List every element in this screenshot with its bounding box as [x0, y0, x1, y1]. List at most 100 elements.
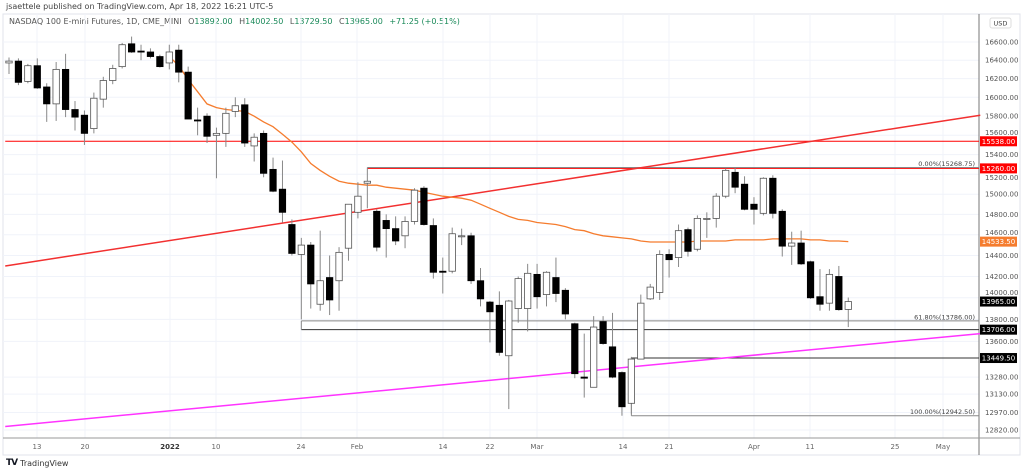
candle[interactable]: [674, 224, 683, 268]
candle[interactable]: [212, 127, 221, 179]
candle[interactable]: [844, 297, 852, 328]
y-tick-label: 13130.00: [985, 391, 1018, 399]
candle[interactable]: [505, 299, 513, 410]
candle[interactable]: [665, 249, 673, 278]
candle[interactable]: [410, 188, 419, 225]
candle[interactable]: [175, 44, 183, 83]
candle[interactable]: [693, 215, 701, 252]
candle[interactable]: [297, 237, 305, 320]
candle-body: [646, 286, 654, 300]
candle[interactable]: [806, 260, 815, 299]
candle[interactable]: [307, 241, 315, 309]
candle[interactable]: [778, 209, 786, 257]
candle[interactable]: [580, 333, 588, 398]
candle[interactable]: [429, 218, 437, 279]
candle[interactable]: [184, 66, 192, 120]
candle[interactable]: [542, 271, 551, 307]
candle[interactable]: [627, 356, 635, 414]
candle[interactable]: [476, 268, 485, 307]
candle[interactable]: [24, 63, 32, 84]
currency-badge[interactable]: [989, 17, 1012, 29]
candle[interactable]: [740, 176, 749, 211]
candle[interactable]: [722, 168, 730, 199]
candle[interactable]: [354, 182, 362, 219]
candle[interactable]: [14, 58, 23, 86]
trendline[interactable]: [5, 332, 981, 428]
candle[interactable]: [260, 130, 268, 178]
candle[interactable]: [156, 54, 164, 68]
candle[interactable]: [590, 316, 598, 388]
candle[interactable]: [392, 216, 400, 246]
candle-body: [825, 273, 834, 304]
candle[interactable]: [231, 97, 239, 118]
candle[interactable]: [458, 228, 466, 246]
candle[interactable]: [335, 247, 343, 311]
candle[interactable]: [33, 58, 41, 89]
candle[interactable]: [552, 257, 560, 303]
candle[interactable]: [684, 227, 692, 257]
candle[interactable]: [618, 371, 626, 416]
candle[interactable]: [656, 250, 664, 300]
candle[interactable]: [703, 212, 711, 238]
candle[interactable]: [524, 263, 532, 332]
candle[interactable]: [203, 113, 211, 144]
candle[interactable]: [467, 232, 475, 284]
candle[interactable]: [269, 157, 277, 193]
candle[interactable]: [561, 288, 569, 320]
candle[interactable]: [288, 219, 296, 256]
candle[interactable]: [80, 110, 89, 145]
candle[interactable]: [52, 62, 60, 121]
candle[interactable]: [637, 294, 645, 360]
candle[interactable]: [250, 133, 258, 162]
candle[interactable]: [401, 216, 409, 249]
candle[interactable]: [571, 322, 579, 379]
candle[interactable]: [382, 214, 390, 258]
candle[interactable]: [420, 186, 428, 226]
candle[interactable]: [712, 193, 720, 228]
candle[interactable]: [769, 175, 777, 219]
candle[interactable]: [835, 265, 843, 311]
candle[interactable]: [137, 44, 145, 61]
candle[interactable]: [43, 83, 51, 122]
candle[interactable]: [193, 107, 202, 136]
candle[interactable]: [731, 167, 739, 194]
candle-body: [797, 242, 805, 265]
candle[interactable]: [646, 283, 654, 300]
candle[interactable]: [61, 53, 70, 118]
candle[interactable]: [146, 48, 155, 59]
candle[interactable]: [788, 231, 796, 265]
candle[interactable]: [373, 209, 381, 252]
candle[interactable]: [599, 316, 607, 345]
candle[interactable]: [750, 197, 758, 225]
symbol-name[interactable]: NASDAQ 100 E-mini Futures, 1D, CME_MINI: [9, 17, 182, 26]
candle[interactable]: [825, 269, 834, 311]
candle[interactable]: [816, 269, 824, 311]
candle[interactable]: [71, 101, 79, 131]
candle[interactable]: [316, 230, 324, 311]
candle[interactable]: [797, 230, 805, 265]
candle[interactable]: [5, 57, 13, 74]
candle[interactable]: [165, 44, 173, 70]
candle[interactable]: [514, 276, 522, 323]
candle[interactable]: [118, 42, 126, 69]
candle[interactable]: [533, 263, 541, 309]
candle[interactable]: [326, 255, 334, 316]
candle[interactable]: [759, 177, 768, 216]
moving-average-line[interactable]: [168, 56, 849, 243]
candle[interactable]: [90, 92, 98, 134]
candle[interactable]: [486, 301, 494, 343]
candle[interactable]: [608, 312, 617, 379]
candle[interactable]: [363, 167, 371, 209]
candle[interactable]: [448, 227, 456, 274]
candle[interactable]: [344, 203, 353, 261]
candle[interactable]: [278, 160, 287, 223]
candle[interactable]: [495, 291, 503, 356]
candle[interactable]: [127, 36, 136, 53]
candle[interactable]: [222, 107, 230, 147]
candle[interactable]: [439, 257, 447, 294]
candle[interactable]: [109, 64, 117, 85]
candle[interactable]: [99, 76, 107, 108]
trendline[interactable]: [5, 114, 981, 267]
candle[interactable]: [241, 98, 249, 147]
